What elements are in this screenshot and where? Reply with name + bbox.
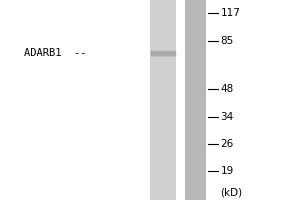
Text: 26: 26 xyxy=(220,139,234,149)
Bar xyxy=(184,0,206,200)
Text: 117: 117 xyxy=(220,8,240,18)
Text: 48: 48 xyxy=(220,84,234,94)
Text: (kD): (kD) xyxy=(220,187,243,197)
Text: 85: 85 xyxy=(220,36,234,46)
Text: 19: 19 xyxy=(220,166,234,176)
Text: ADARB1  --: ADARB1 -- xyxy=(24,48,86,58)
Bar xyxy=(150,0,176,200)
Text: 34: 34 xyxy=(220,112,234,122)
